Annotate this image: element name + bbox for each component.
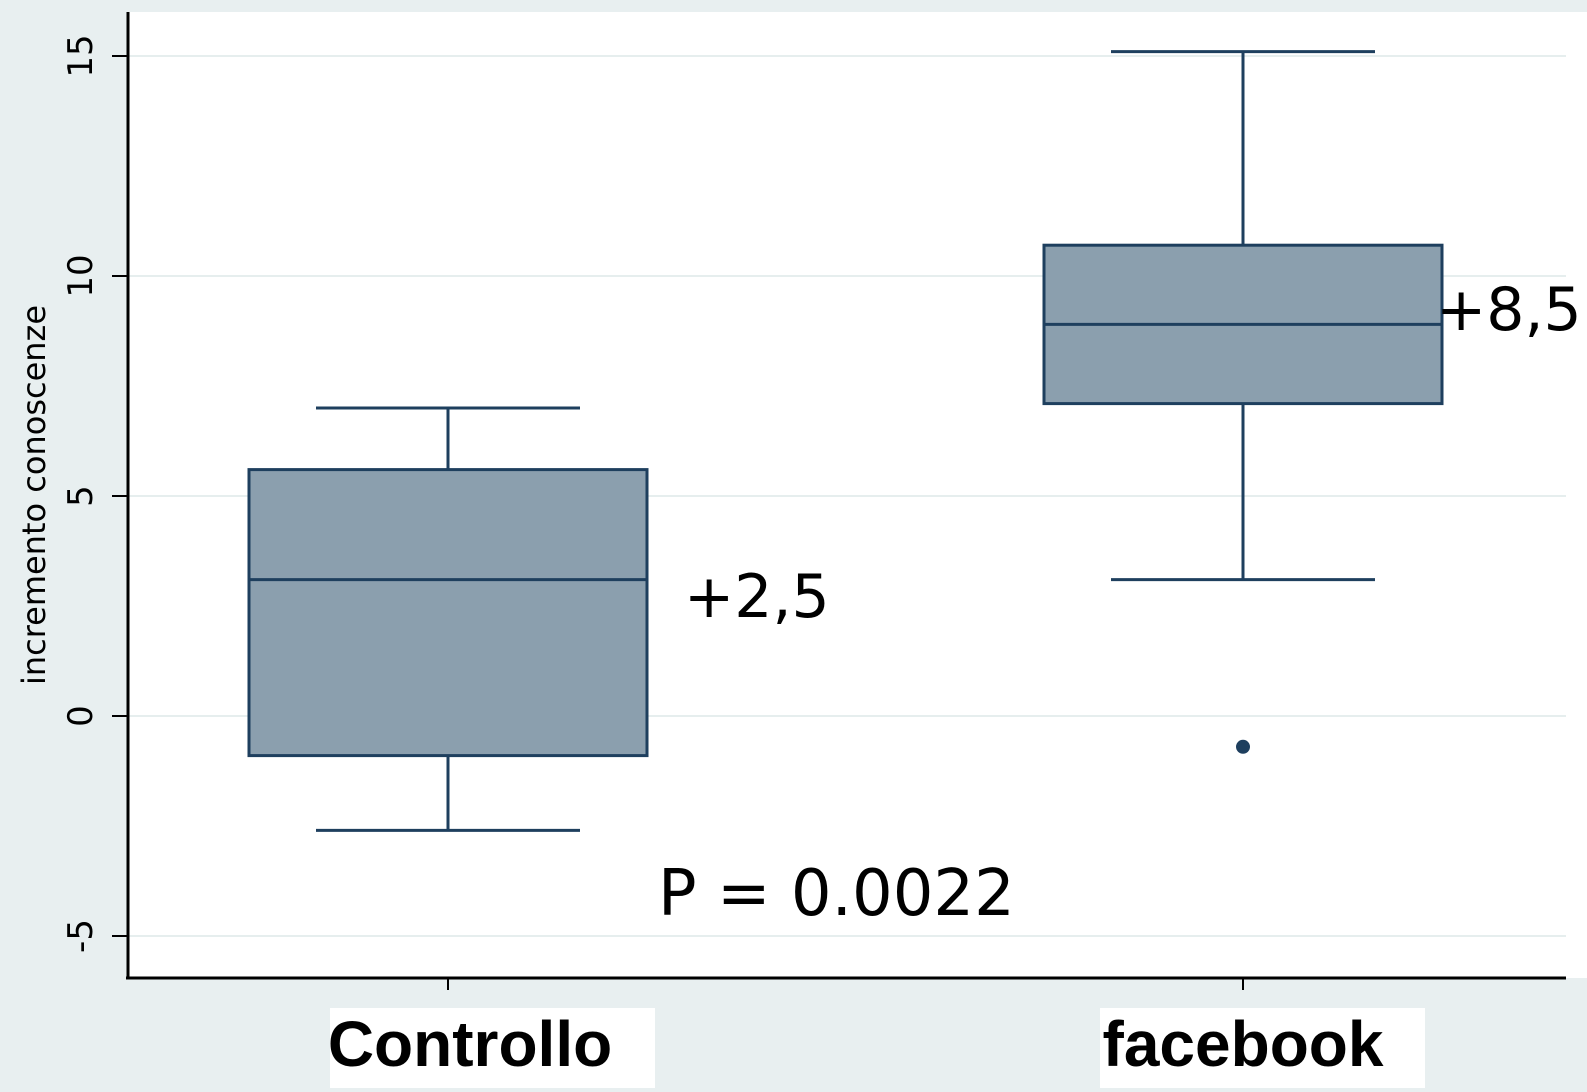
y-ticks: -5 0 5 10 15: [61, 34, 128, 953]
y-tick-label: 0: [61, 705, 101, 727]
box-2: [1042, 50, 1444, 754]
y-axis-label: incremento conoscenze: [15, 305, 53, 685]
category-label: Controllo: [328, 1008, 612, 1080]
annotation-text: +2,5: [684, 562, 830, 632]
outlier-point: [1236, 739, 1250, 754]
annotation-text: +8,5: [1436, 275, 1582, 345]
y-tick-label: 5: [61, 485, 101, 507]
annotation-text: P = 0.0022: [658, 857, 1015, 931]
category-label-background: [330, 1008, 655, 1088]
x-categories: Controllo facebook: [328, 978, 1425, 1088]
iqr-box: [247, 468, 649, 758]
box-1: [247, 406, 649, 832]
y-tick-label: -5: [61, 919, 101, 953]
boxes: [247, 50, 1444, 832]
annotations: +2,5 +8,5 P = 0.0022: [658, 275, 1582, 931]
category-label: facebook: [1103, 1008, 1384, 1080]
y-tick-label: 15: [61, 34, 101, 77]
y-tick-label: 10: [61, 254, 101, 297]
category-label-background: [1100, 1008, 1425, 1088]
